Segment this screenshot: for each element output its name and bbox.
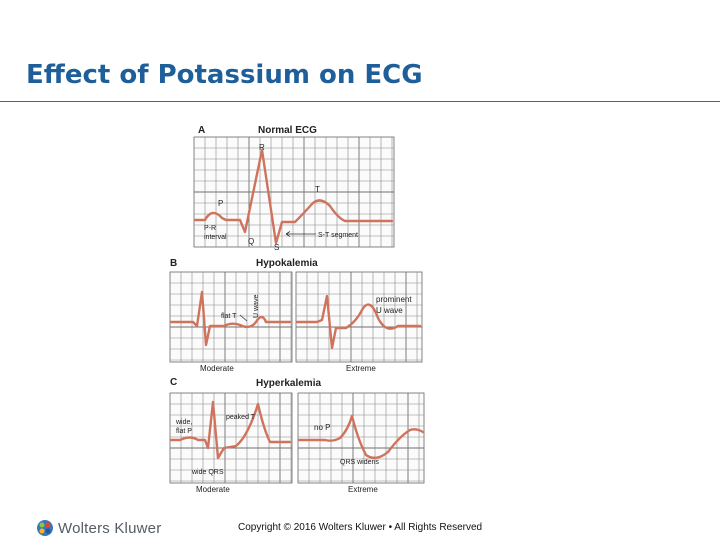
panel-b-extreme-caption: Extreme: [346, 364, 376, 373]
panel-c-right-grid: [298, 393, 424, 483]
panel-a-grid: [194, 137, 394, 247]
label-qrs-widens: QRS widens: [340, 459, 379, 466]
label-r: R: [259, 143, 265, 152]
title-divider: [0, 101, 720, 102]
panel-b-extreme-trace: [295, 294, 422, 350]
wolters-kluwer-logo: Wolters Kluwer: [36, 519, 161, 537]
panel-a-letter: A: [198, 125, 205, 136]
label-p: P: [218, 199, 223, 208]
panel-c-moderate-trace: [169, 400, 292, 460]
label-q: Q: [248, 237, 254, 246]
panel-b-right-grid: [296, 272, 422, 362]
panel-a-heading: Normal ECG: [258, 125, 317, 136]
label-wide-line2: flat P: [176, 428, 192, 435]
label-t: T: [315, 185, 320, 194]
panel-c-heading: Hyperkalemia: [256, 378, 321, 389]
panel-b-letter: B: [170, 258, 177, 269]
label-no-p: no P: [314, 423, 330, 432]
panel-c-moderate-caption: Moderate: [196, 485, 230, 494]
label-prominent-line2: U wave: [376, 306, 403, 315]
panel-c-right-grid-frame: [297, 392, 425, 484]
panel-b-moderate-trace: [169, 290, 292, 347]
panel-b-heading: Hypokalemia: [256, 258, 318, 269]
panel-a-ecg-trace: [193, 148, 394, 245]
label-peaked-t: peaked T: [226, 414, 256, 421]
panel-b-left-grid: [170, 272, 292, 362]
label-u-wave-rotated: U wave: [253, 295, 260, 318]
label-st-segment: S-T segment: [318, 232, 358, 239]
panel-c-letter: C: [170, 377, 177, 388]
label-wide-qrs: wide QRS: [191, 469, 224, 476]
panel-b-left-grid-frame: [169, 271, 293, 363]
label-prominent-line1: prominent: [376, 295, 412, 304]
label-wide-line1: wide,: [175, 419, 192, 426]
panel-b-moderate-caption: Moderate: [200, 364, 234, 373]
label-flat-t: flat T: [221, 313, 237, 320]
panel-c-extreme-trace: [297, 414, 425, 460]
label-s: S: [274, 243, 279, 252]
logo-mark-icon: [37, 520, 53, 536]
panel-c-extreme-caption: Extreme: [348, 485, 378, 494]
slide-title: Effect of Potassium on ECG: [26, 60, 423, 90]
flat-t-pointer: [239, 314, 248, 322]
copyright-notice: Copyright © 2016 Wolters Kluwer • All Ri…: [238, 522, 483, 533]
st-segment-arrow: [285, 231, 316, 237]
label-pr-line2: interval: [204, 234, 227, 241]
logo-wordmark: Wolters Kluwer: [58, 519, 162, 537]
label-pr-line1: P-R: [204, 225, 216, 232]
